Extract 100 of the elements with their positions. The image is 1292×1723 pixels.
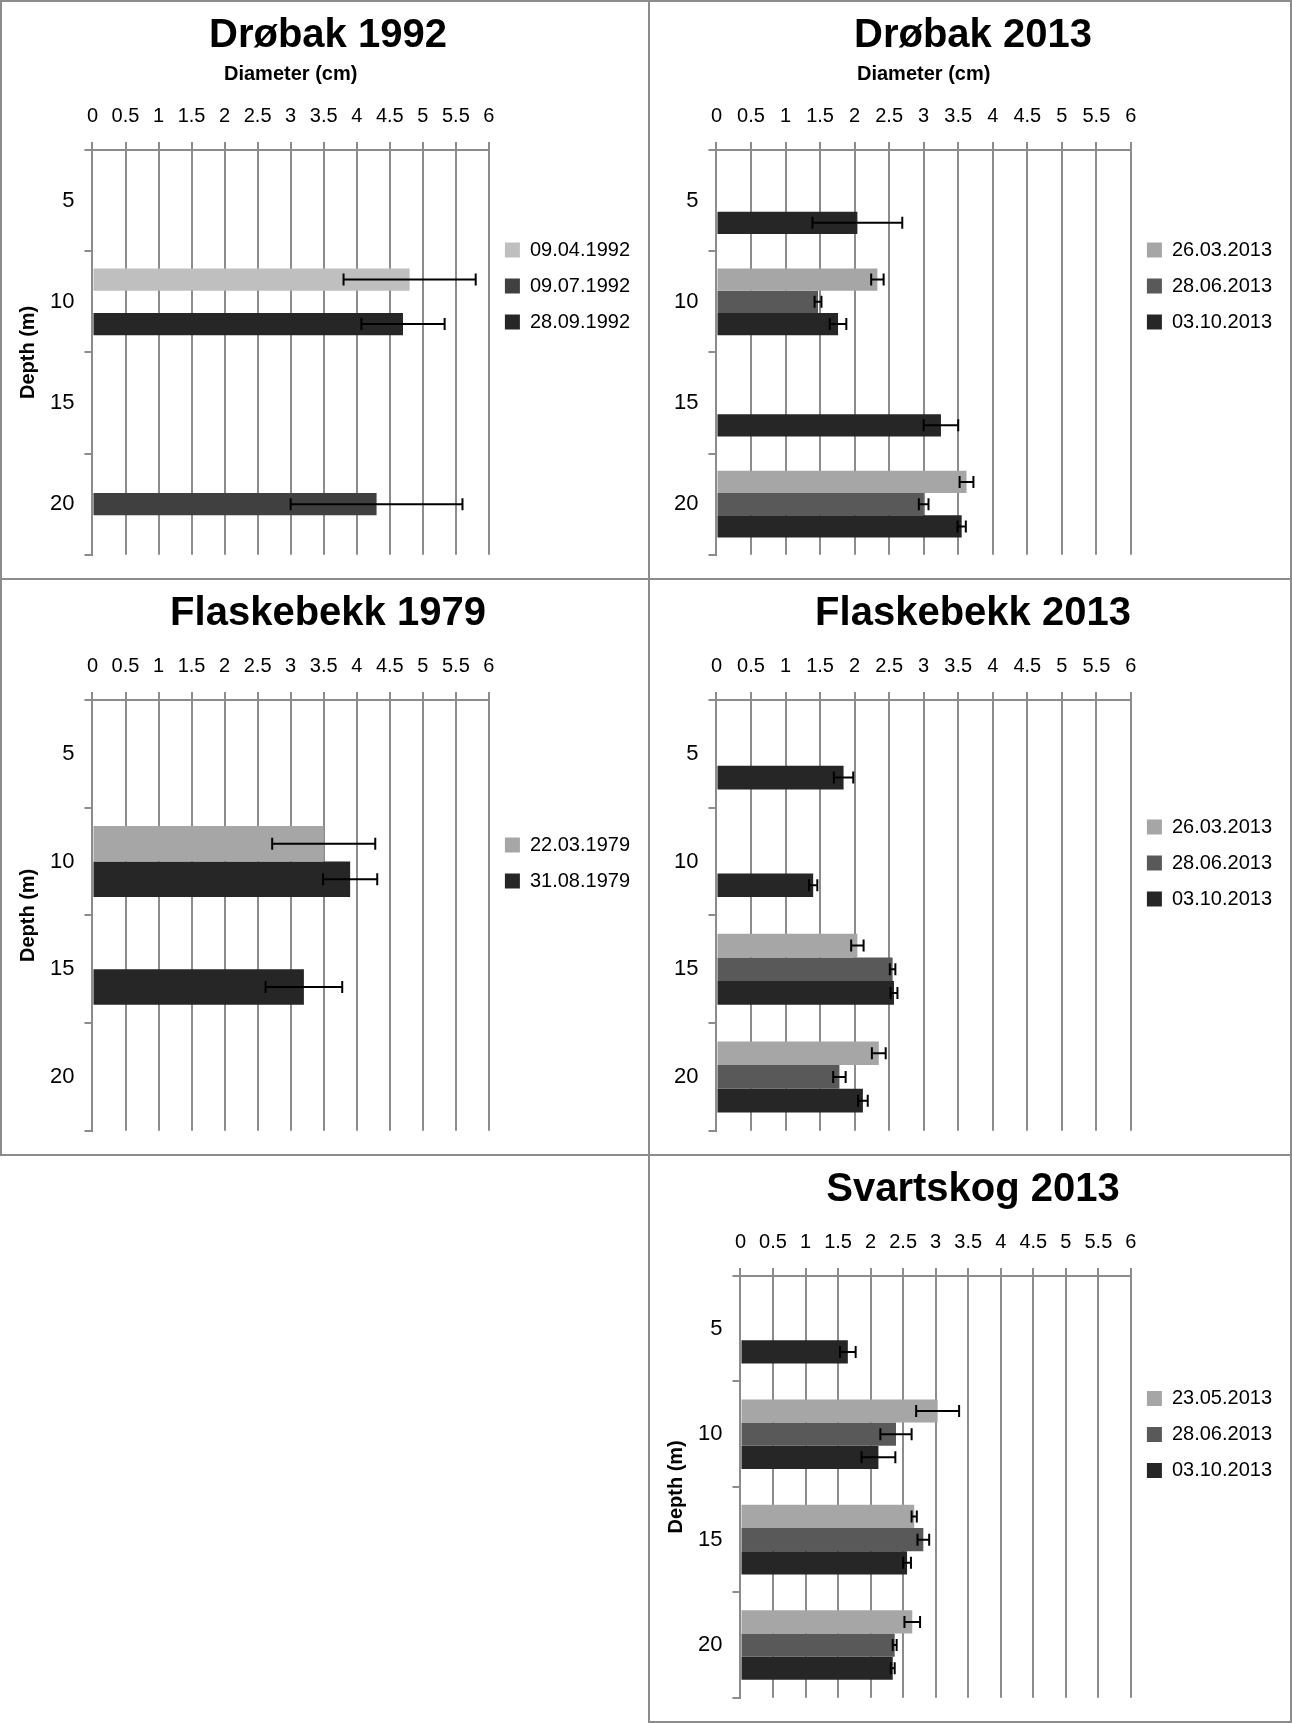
x-tick-label: 3.5 xyxy=(309,653,338,676)
x-tick-label: 4 xyxy=(351,653,363,676)
y-tick-label: 20 xyxy=(673,1063,699,1089)
x-tick-label: 0.5 xyxy=(111,103,140,126)
x-tick-label: 3.5 xyxy=(944,103,973,126)
x-tick-label: 2.5 xyxy=(243,653,272,676)
legend-label: 23.05.2013 xyxy=(1171,1386,1273,1409)
x-tick-label: 5.5 xyxy=(441,653,470,676)
y-tick-label: 5 xyxy=(62,186,75,212)
x-tick-label: 1.5 xyxy=(177,103,206,126)
y-tick-label: 15 xyxy=(49,955,75,981)
x-tick-label: 3 xyxy=(918,103,930,126)
x-tick-label: 5 xyxy=(1056,103,1068,126)
y-axis-title: Depth (m) xyxy=(663,1440,686,1534)
x-tick-label: 1.5 xyxy=(806,103,834,126)
legend-label: 31.08.1979 xyxy=(529,868,631,891)
y-tick-label: 15 xyxy=(673,389,699,415)
x-tick-label: 2.5 xyxy=(889,1229,918,1252)
x-axis-title: Diameter (cm) xyxy=(856,61,991,84)
x-tick-label: 5.5 xyxy=(441,103,470,126)
legend-label: 28.06.2013 xyxy=(1171,1422,1273,1445)
x-tick-label: 6 xyxy=(483,103,495,126)
y-tick-label: 20 xyxy=(49,490,75,516)
x-tick-label: 0.5 xyxy=(737,103,765,126)
x-tick-label: 3 xyxy=(285,653,297,676)
x-tick-label: 4.5 xyxy=(1019,1229,1048,1252)
y-tick-label: 15 xyxy=(49,389,75,415)
y-tick-label: 20 xyxy=(49,1063,75,1089)
x-tick-label: 3 xyxy=(285,103,297,126)
legend-label: 26.03.2013 xyxy=(1171,237,1273,260)
y-tick-label: 15 xyxy=(697,1525,723,1551)
x-tick-label: 0.5 xyxy=(111,653,140,676)
legend-label: 28.06.2013 xyxy=(1171,273,1273,296)
x-tick-label: 3.5 xyxy=(954,1229,983,1252)
y-tick-label: 10 xyxy=(49,847,75,873)
x-axis-title: Diameter (cm) xyxy=(223,61,358,84)
legend-label: 03.10.2013 xyxy=(1171,1458,1273,1481)
x-tick-label: 2 xyxy=(219,103,231,126)
legend-label: 09.04.1992 xyxy=(529,237,631,260)
x-tick-label: 4 xyxy=(987,653,999,676)
y-tick-label: 20 xyxy=(697,1631,723,1657)
x-tick-label: 1.5 xyxy=(806,653,834,676)
chart-title: Drøbak 1992 xyxy=(209,11,447,56)
x-tick-label: 1.5 xyxy=(824,1229,852,1252)
x-tick-label: 5 xyxy=(417,653,429,676)
x-tick-label: 5 xyxy=(417,103,429,126)
x-tick-label: 0 xyxy=(86,653,99,676)
chart-title: Drøbak 2013 xyxy=(854,11,1092,56)
x-tick-label: 3.5 xyxy=(309,103,338,126)
x-tick-label: 1 xyxy=(152,103,165,126)
legend-label: 28.06.2013 xyxy=(1171,850,1273,873)
x-tick-label: 1 xyxy=(779,103,792,126)
x-tick-label: 6 xyxy=(1125,103,1137,126)
x-tick-label: 0 xyxy=(710,103,723,126)
x-tick-label: 6 xyxy=(1125,653,1137,676)
x-tick-label: 5.5 xyxy=(1082,653,1111,676)
x-tick-label: 5.5 xyxy=(1084,1229,1113,1252)
x-tick-label: 4 xyxy=(987,103,999,126)
x-tick-label: 2 xyxy=(849,653,861,676)
x-tick-label: 0.5 xyxy=(759,1229,787,1252)
x-tick-label: 2 xyxy=(219,653,231,676)
x-tick-label: 1 xyxy=(779,653,792,676)
legend-label: 26.03.2013 xyxy=(1171,814,1273,837)
x-tick-label: 4.5 xyxy=(375,103,404,126)
y-tick-label: 5 xyxy=(686,186,699,212)
legend-label: 22.03.1979 xyxy=(529,832,631,855)
x-tick-label: 3.5 xyxy=(944,653,973,676)
x-tick-label: 1 xyxy=(152,653,165,676)
x-tick-label: 3 xyxy=(930,1229,942,1252)
y-tick-label: 5 xyxy=(710,1314,723,1340)
x-tick-label: 5.5 xyxy=(1082,103,1111,126)
x-tick-label: 0.5 xyxy=(737,653,765,676)
x-tick-label: 2.5 xyxy=(875,653,904,676)
y-tick-label: 5 xyxy=(62,739,75,765)
y-tick-label: 10 xyxy=(673,847,699,873)
x-tick-label: 4.5 xyxy=(1013,653,1042,676)
x-tick-label: 0 xyxy=(710,653,723,676)
legend-label: 03.10.2013 xyxy=(1171,309,1273,332)
x-tick-label: 5 xyxy=(1056,653,1068,676)
x-tick-label: 2.5 xyxy=(243,103,272,126)
x-tick-label: 3 xyxy=(918,653,930,676)
x-tick-label: 5 xyxy=(1060,1229,1072,1252)
x-tick-label: 6 xyxy=(483,653,495,676)
x-tick-label: 2.5 xyxy=(875,103,904,126)
y-tick-label: 10 xyxy=(49,287,75,313)
legend-label: 03.10.2013 xyxy=(1171,886,1273,909)
x-tick-label: 4.5 xyxy=(375,653,404,676)
legend-label: 09.07.1992 xyxy=(529,273,631,296)
chart-title: Svartskog 2013 xyxy=(826,1165,1120,1210)
x-tick-label: 2 xyxy=(865,1229,877,1252)
y-tick-label: 10 xyxy=(673,287,699,313)
x-tick-label: 2 xyxy=(849,103,861,126)
legend-label: 28.09.1992 xyxy=(529,309,631,332)
chart-title: Flaskebekk 2013 xyxy=(815,589,1131,634)
x-tick-label: 0 xyxy=(86,103,99,126)
x-tick-label: 4 xyxy=(351,103,363,126)
x-tick-label: 1 xyxy=(799,1229,812,1252)
x-tick-label: 0 xyxy=(734,1229,747,1252)
x-tick-label: 6 xyxy=(1125,1229,1137,1252)
chart-title: Flaskebekk 1979 xyxy=(170,589,486,634)
